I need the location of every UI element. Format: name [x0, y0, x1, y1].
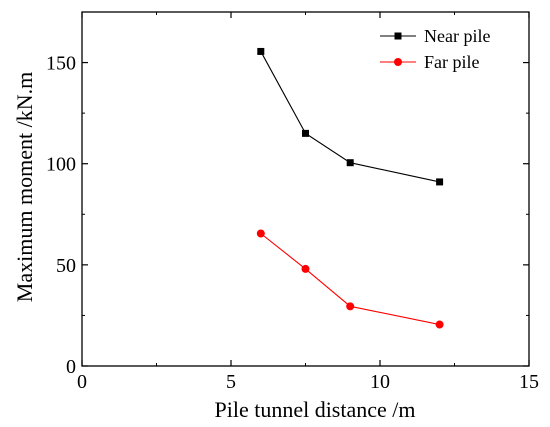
x-tick-label: 5 [226, 371, 236, 393]
series-point-square [436, 178, 444, 186]
legend-marker-square [394, 32, 402, 40]
y-tick-label: 50 [56, 255, 76, 277]
series-point-square [346, 159, 354, 167]
y-axis-label: Maximum moment /kN.m [12, 72, 37, 302]
y-tick-label: 100 [46, 154, 76, 176]
series-point-circle [301, 264, 310, 273]
x-tick-label: 15 [519, 371, 539, 393]
series-point-circle [346, 302, 355, 311]
series-line-0 [260, 51, 440, 183]
x-tick-label: 0 [77, 371, 87, 393]
series-point-circle [435, 320, 444, 329]
series-point-circle [256, 229, 265, 238]
x-axis-label: Pile tunnel distance /m [214, 397, 415, 422]
legend-label-0: Near pile [424, 26, 490, 46]
series-point-square [302, 129, 309, 137]
series-line-1 [260, 233, 440, 326]
y-tick-label: 0 [66, 356, 76, 378]
legend-marker-circle [394, 58, 402, 66]
legend-label-1: Far pile [424, 52, 480, 72]
legend: Near pile Far pile [380, 26, 490, 72]
series-layer [256, 47, 444, 329]
y-tick-label: 150 [46, 53, 76, 75]
x-tick-label: 10 [370, 371, 390, 393]
series-point-square [257, 47, 265, 55]
